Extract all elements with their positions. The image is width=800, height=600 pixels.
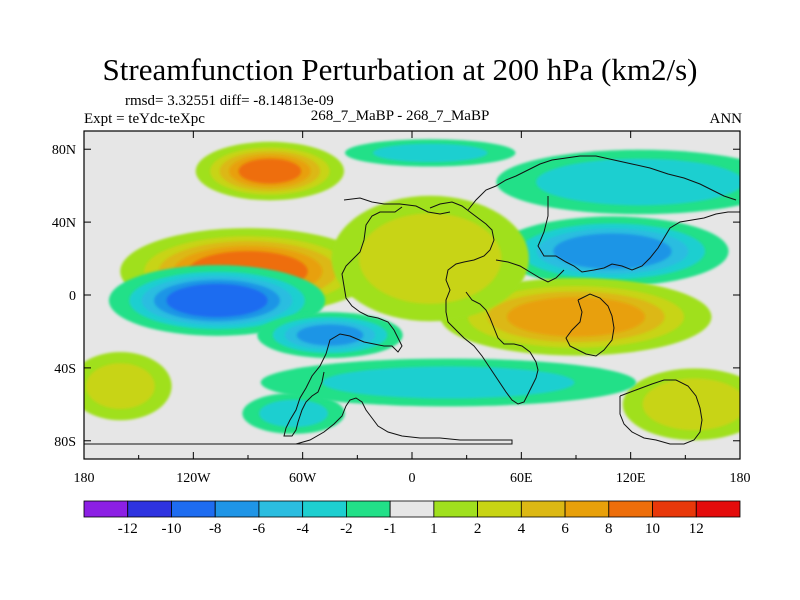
contour-band-8-1: [642, 378, 740, 431]
colorbar-swatch: [695, 500, 741, 518]
colorbar-label: 10: [645, 521, 660, 537]
colorbar-swatch: [564, 500, 610, 518]
colorbar-label: 2: [474, 521, 482, 537]
colorbar-label: -8: [209, 521, 222, 537]
colorbar-label: -1: [384, 521, 397, 537]
contour-band-0-4: [238, 158, 302, 184]
contour-band-4-3: [553, 233, 672, 270]
coast-antarctic-peninsula: [84, 397, 513, 445]
colorbar-label: -6: [253, 521, 266, 537]
coast-north-pole-region: [343, 197, 451, 215]
x-tick-label: 60W: [289, 471, 317, 486]
x-tick-label: 60E: [510, 471, 533, 486]
contour-fills: [84, 139, 740, 441]
y-tick-label: 0: [69, 289, 76, 304]
colorbar: -12 -10 -8 -6 -4 -2 -1 1 2 4 6 8 10 12: [83, 500, 741, 537]
colorbar-label: 8: [605, 521, 613, 537]
experiment-label: Expt = teYdc-teXpc: [84, 111, 205, 127]
colorbar-swatch: [171, 500, 216, 518]
colorbar-swatch: [127, 500, 172, 518]
contour-band-7-1: [358, 213, 502, 304]
colorbar-swatch: [608, 500, 653, 518]
colorbar-swatch: [83, 500, 129, 518]
colorbar-label: -12: [118, 521, 138, 537]
x-tick-label: 120W: [176, 471, 211, 486]
coast-southeast-asia: [565, 293, 615, 357]
contour-band-5-1: [536, 158, 740, 206]
colorbar-swatch: [477, 500, 522, 518]
colorbar-label: -4: [296, 521, 309, 537]
colorbar-swatch: [345, 500, 391, 518]
colorbar-label: -2: [340, 521, 353, 537]
colorbar-swatch: [389, 500, 435, 518]
colorbar-swatch: [520, 500, 566, 518]
colorbar-label: 6: [561, 521, 569, 537]
colorbar-swatch: [652, 500, 697, 518]
y-tick-label: 40S: [54, 362, 76, 377]
colorbar-label: 4: [518, 521, 526, 537]
coast-eurasia: [467, 155, 740, 283]
contour-band-12-1: [372, 143, 488, 163]
y-tick-label: 40N: [52, 216, 76, 231]
colorbar-swatch: [302, 500, 347, 518]
colorbar-swatch: [433, 500, 479, 518]
contour-band-11-1: [86, 363, 155, 410]
colorbar-label: 12: [689, 521, 704, 537]
coast-australia: [619, 379, 703, 445]
chart-title: Streamfunction Perturbation at 200 hPa (…: [102, 52, 698, 87]
contour-band-3-3: [296, 324, 364, 346]
coast-americas: [283, 206, 403, 437]
x-tick-label: 180: [74, 471, 95, 486]
case-names: 268_7_MaBP - 268_7_MaBP: [310, 108, 490, 124]
y-tick-label: 80S: [54, 435, 76, 450]
rmsd-stats: rmsd= 3.32551 diff= -8.14813e-09: [125, 93, 334, 109]
contour-band-6-3: [506, 297, 646, 337]
contour-band-2-4: [166, 283, 268, 318]
continent-outlines: [84, 155, 740, 445]
x-tick-label: 120E: [616, 471, 646, 486]
contour-band-10-1: [322, 366, 575, 399]
map-axes: 180 120W 60W 0 60E 120E 180 80N 40N 0 40S 80S: [52, 131, 751, 486]
x-tick-label: 180: [730, 471, 751, 486]
colorbar-swatch: [258, 500, 304, 518]
coast-europe-africa: [429, 201, 539, 405]
colorbar-swatch: [214, 500, 260, 518]
colorbar-label: 1: [430, 521, 438, 537]
x-tick-label: 0: [409, 471, 416, 486]
season-label: ANN: [709, 111, 743, 127]
colorbar-label: -10: [161, 521, 181, 537]
y-tick-label: 80N: [52, 143, 76, 158]
